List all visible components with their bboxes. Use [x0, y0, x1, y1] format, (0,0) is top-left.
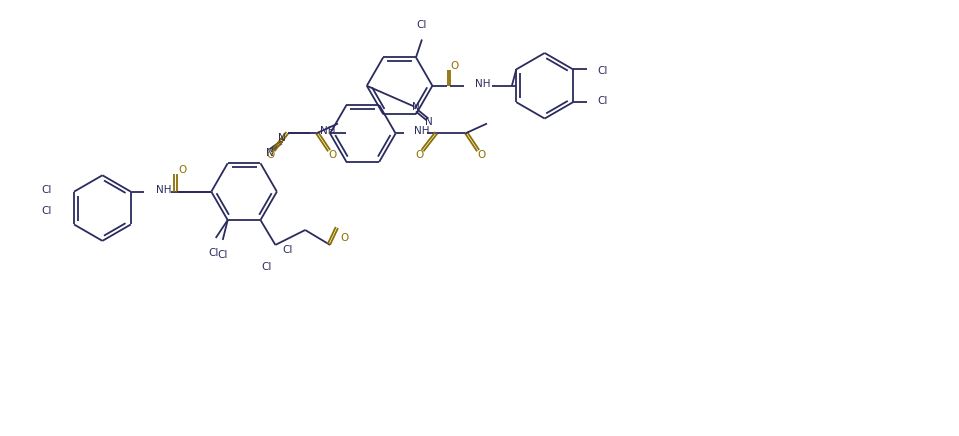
Text: Cl: Cl	[417, 20, 427, 30]
Text: NH: NH	[413, 126, 429, 136]
Text: NH: NH	[320, 126, 336, 136]
Text: Cl: Cl	[41, 206, 52, 216]
Text: N: N	[266, 148, 273, 158]
Text: Cl: Cl	[261, 262, 271, 272]
Text: O: O	[267, 150, 274, 160]
Text: O: O	[450, 61, 458, 71]
Text: NH: NH	[155, 185, 171, 195]
Text: N: N	[278, 133, 286, 143]
Text: Cl: Cl	[218, 250, 228, 260]
Text: Cl: Cl	[597, 66, 608, 76]
Text: O: O	[477, 150, 485, 160]
Text: NH: NH	[475, 79, 491, 89]
Text: Cl: Cl	[282, 245, 292, 255]
Text: O: O	[328, 150, 337, 160]
Text: Cl: Cl	[597, 95, 608, 106]
Text: N: N	[411, 102, 419, 112]
Text: N: N	[425, 116, 433, 126]
Text: O: O	[178, 165, 187, 175]
Text: O: O	[340, 233, 348, 243]
Text: O: O	[415, 150, 424, 160]
Text: Cl: Cl	[41, 185, 52, 195]
Text: Cl: Cl	[209, 248, 219, 258]
